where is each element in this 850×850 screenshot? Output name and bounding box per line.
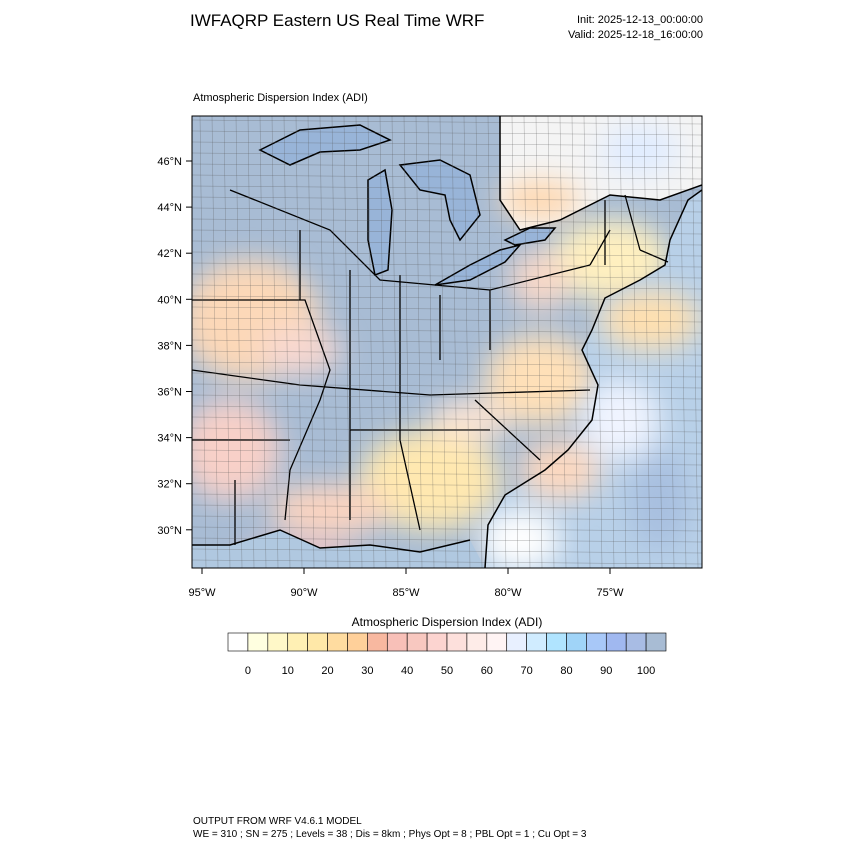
colorbar-box xyxy=(406,632,428,652)
colorbar-box xyxy=(386,632,408,652)
colorbar-box xyxy=(267,632,289,652)
colorbar-box xyxy=(526,632,547,652)
colorbar: 0 10 20 30 40 50 60 70 80 90 100 xyxy=(227,632,667,677)
colorbar-box xyxy=(327,632,348,652)
lat-label: 36°N xyxy=(157,387,182,399)
footer-line: OUTPUT FROM WRF V4.6.1 MODEL xyxy=(193,816,362,827)
lon-label: 75°W xyxy=(596,587,624,599)
lat-label: 46°N xyxy=(157,156,182,168)
lon-label: 95°W xyxy=(188,587,216,599)
colorbar-box xyxy=(586,632,607,652)
colorbar-box xyxy=(506,632,527,652)
colorbar-label: 30 xyxy=(361,665,373,677)
colorbar-box xyxy=(247,632,269,652)
init-time: Init: 2025-12-13_00:00:00 xyxy=(577,14,703,26)
colorbar-label: 0 xyxy=(245,665,251,677)
colorbar-label: 40 xyxy=(401,665,413,677)
map xyxy=(192,116,702,568)
colorbar-box xyxy=(227,632,249,652)
colorbar-label: 100 xyxy=(637,665,655,677)
colorbar-box xyxy=(307,632,328,652)
colorbar-label: 20 xyxy=(321,665,333,677)
colorbar-box xyxy=(347,632,368,652)
colorbar-box xyxy=(446,632,468,652)
colorbar-title: Atmospheric Dispersion Index (ADI) xyxy=(352,615,543,629)
colorbar-box xyxy=(287,632,308,652)
lat-label: 42°N xyxy=(157,248,182,260)
footer-line: WE = 310 ; SN = 275 ; Levels = 38 ; Dis … xyxy=(193,829,587,840)
colorbar-box xyxy=(605,632,627,652)
colorbar-label: 90 xyxy=(600,665,612,677)
map-subtitle: Atmospheric Dispersion Index (ADI) xyxy=(193,92,368,104)
colorbar-box xyxy=(625,632,647,652)
lat-label: 38°N xyxy=(157,340,182,352)
lon-label: 90°W xyxy=(290,587,318,599)
colorbar-box xyxy=(426,632,448,652)
colorbar-box xyxy=(546,632,567,652)
colorbar-box xyxy=(645,632,667,652)
lon-label: 85°W xyxy=(392,587,420,599)
lat-label: 32°N xyxy=(157,479,182,491)
colorbar-label: 60 xyxy=(481,665,493,677)
colorbar-box xyxy=(466,632,488,652)
lat-label: 40°N xyxy=(157,294,182,306)
title: IWFAQRP Eastern US Real Time WRF xyxy=(190,11,484,30)
colorbar-label: 70 xyxy=(521,665,533,677)
colorbar-label: 10 xyxy=(282,665,294,677)
colorbar-label: 50 xyxy=(441,665,453,677)
colorbar-label: 80 xyxy=(560,665,572,677)
colorbar-box xyxy=(566,632,587,652)
lon-label: 80°W xyxy=(494,587,522,599)
lat-label: 34°N xyxy=(157,433,182,445)
lat-label: 44°N xyxy=(157,202,182,214)
lat-labels: 46°N 44°N 42°N 40°N 38°N 36°N 34°N 32°N 30°N xyxy=(157,156,192,537)
map-frame xyxy=(191,115,703,569)
valid-time: Valid: 2025-12-18_16:00:00 xyxy=(568,29,703,41)
lon-labels: 95°W 90°W 85°W 80°W 75°W xyxy=(188,568,624,599)
colorbar-box xyxy=(367,632,388,652)
colorbar-box xyxy=(486,632,508,652)
lat-label: 30°N xyxy=(157,525,182,537)
